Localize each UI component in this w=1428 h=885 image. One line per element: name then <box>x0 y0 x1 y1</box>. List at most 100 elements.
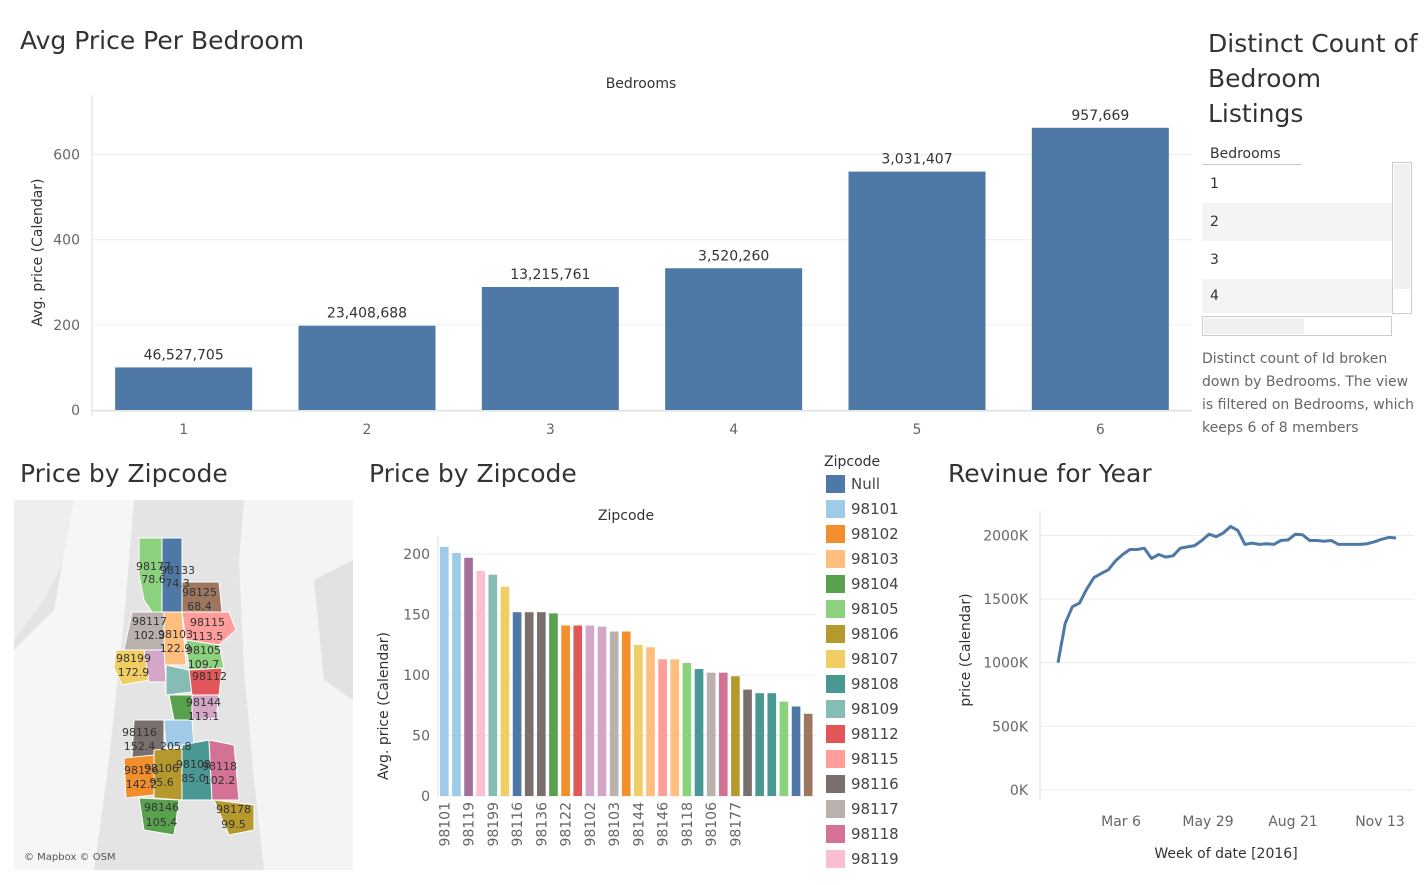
map-zip-label: 98117 <box>132 615 167 628</box>
price-by-zipcode-map-title: Price by Zipcode <box>20 459 228 488</box>
horizontal-scrollbar[interactable] <box>1202 316 1392 336</box>
legend-item[interactable]: 98116 <box>826 775 899 793</box>
map-label: 98112 <box>192 670 227 684</box>
y-tick-label: 150 <box>403 608 430 624</box>
y-tick-label: 200 <box>403 547 430 563</box>
map-value-label: 105.4 <box>145 816 178 829</box>
bar <box>665 268 803 410</box>
legend-item[interactable]: 98112 <box>826 725 899 743</box>
y-tick-label: 100 <box>403 668 430 684</box>
legend-item[interactable]: 98108 <box>826 675 899 693</box>
table-header-divider <box>1202 164 1302 165</box>
bar <box>561 625 570 796</box>
map-zip-label: 98112 <box>192 670 227 683</box>
zip-area-98105[interactable] <box>185 639 225 671</box>
zip-area-98118[interactable] <box>208 739 240 801</box>
x-tick-label: 6 <box>1096 422 1105 438</box>
table-row[interactable]: 4 <box>1202 279 1392 313</box>
bar <box>597 626 607 796</box>
y-tick-label: 0 <box>421 789 430 805</box>
bar <box>706 672 716 796</box>
legend-label: 98107 <box>851 650 899 668</box>
legend-swatch <box>826 775 845 793</box>
bar-data-label: 46,527,705 <box>144 347 224 363</box>
map-value-label: 68.4 <box>187 600 212 613</box>
map-zip-label: 98106 <box>144 762 179 775</box>
bar-data-label: 23,408,688 <box>327 306 407 322</box>
bar <box>481 286 619 410</box>
legend-item[interactable]: Null <box>826 475 880 493</box>
legend-item[interactable]: 98102 <box>826 525 899 543</box>
legend-item[interactable]: 98118 <box>826 825 899 843</box>
bar <box>718 672 728 796</box>
x-tick-label: May 29 <box>1182 814 1233 830</box>
map-value-label: 102.3 <box>133 629 166 642</box>
table-row[interactable]: 2 <box>1202 203 1392 241</box>
bar <box>512 612 522 796</box>
revenue-line <box>1056 525 1397 663</box>
table-row[interactable]: 1 <box>1202 165 1392 203</box>
legend-swatch <box>826 825 845 843</box>
map-label: 98177 78.6 <box>136 560 171 586</box>
zipcode-legend: Null 98101 98102 98103 98104 98105 98106 98107 9… <box>826 472 936 872</box>
legend-item[interactable]: 98107 <box>826 650 899 668</box>
table-header-bedrooms: Bedrooms <box>1210 146 1281 162</box>
map-zip-label: 98199 <box>116 652 151 665</box>
legend-item[interactable]: 98119 <box>826 850 899 868</box>
map-value-label: 142.2 <box>125 778 158 791</box>
zipcode-map[interactable]: 98177 78.6 98133 74.3 98125 68.4 98117 102.3… <box>14 500 353 870</box>
zip-area-98178[interactable] <box>213 799 255 836</box>
y-tick-label: 400 <box>53 233 80 249</box>
map-label: 205.8 <box>160 740 192 754</box>
price-by-zipcode-bar-title: Price by Zipcode <box>369 459 577 488</box>
x-tick-label: Mar 6 <box>1101 814 1141 830</box>
legend-swatch <box>826 475 845 493</box>
map-value-label: 109.7 <box>187 658 220 671</box>
legend-item[interactable]: 98103 <box>826 550 899 568</box>
horizontal-scroll-thumb[interactable] <box>1204 318 1304 334</box>
bar <box>524 612 534 796</box>
legend-swatch <box>826 675 845 693</box>
map-attribution: © Mapbox © OSM <box>24 852 116 863</box>
legend-item[interactable]: 98106 <box>826 625 899 643</box>
revenue-line-chart: 0K 500K 1000K 1500K 2000K price (Calendar) Wee… <box>958 510 1414 862</box>
vertical-scroll-thumb[interactable] <box>1394 164 1410 289</box>
x-tick-label: 98101 <box>437 802 453 847</box>
legend-item[interactable]: 98101 <box>826 500 899 518</box>
y-tick-label: 1000K <box>983 656 1029 672</box>
map-zip-label: 98178 <box>216 803 251 816</box>
y-tick-label: 2000K <box>983 528 1029 544</box>
bar <box>731 676 740 796</box>
map-zip-label: 98103 <box>158 628 193 641</box>
zip-area-98115[interactable] <box>181 611 237 646</box>
map-zip-label: 98116 <box>122 726 157 739</box>
land-area <box>314 560 353 700</box>
bar <box>694 669 704 796</box>
legend-label: 98118 <box>851 825 899 843</box>
vertical-scrollbar[interactable] <box>1392 162 1412 314</box>
zip-area-98146[interactable] <box>138 797 180 836</box>
bar <box>115 367 253 410</box>
x-tick-label: 98199 <box>486 802 502 847</box>
map-label: 98144 113.1 <box>186 696 221 724</box>
map-value-label: 113.1 <box>187 710 220 723</box>
table-cell: 2 <box>1210 214 1219 230</box>
avg-price-per-bedroom-title: Avg Price Per Bedroom <box>20 26 305 55</box>
legend-item[interactable]: 98117 <box>826 800 899 818</box>
bar <box>791 706 801 796</box>
bar-data-label: 957,669 <box>1071 108 1129 124</box>
bar <box>779 701 789 796</box>
table-row[interactable]: 3 <box>1202 241 1392 279</box>
zip-area-98199[interactable] <box>113 649 150 686</box>
map-label: 98146 105.4 <box>144 800 179 830</box>
x-tick-label: 98119 <box>462 802 478 847</box>
legend-label: 98108 <box>851 675 899 693</box>
legend-item[interactable]: 98105 <box>826 600 899 618</box>
legend-item[interactable]: 98115 <box>826 750 899 768</box>
legend-item[interactable]: 98104 <box>826 575 899 593</box>
map-label: 98105 109.7 <box>186 644 221 672</box>
map-value-label: 78.6 <box>141 573 166 586</box>
legend-item[interactable]: 98109 <box>826 700 899 718</box>
y-tick-label: 0K <box>1010 783 1029 799</box>
zip-area-98103[interactable] <box>163 611 187 666</box>
